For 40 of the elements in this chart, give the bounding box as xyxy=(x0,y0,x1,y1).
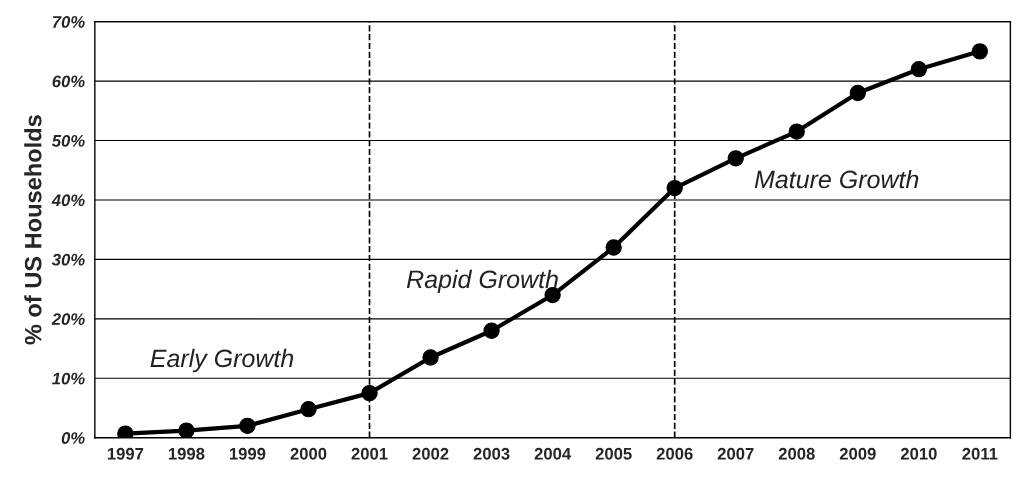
x-tick-label: 2001 xyxy=(351,447,388,460)
point xyxy=(605,239,622,256)
point xyxy=(361,384,378,402)
x-tick-label: 2011 xyxy=(962,447,998,460)
x-tick-label: 2002 xyxy=(412,447,449,460)
y-tick-label: 20% xyxy=(51,313,85,326)
point xyxy=(483,322,500,339)
y-tick-label: 0% xyxy=(61,432,85,444)
point xyxy=(727,150,744,167)
y-tick-label: 50% xyxy=(51,134,85,147)
x-tick-label: 2005 xyxy=(595,447,632,460)
point xyxy=(849,84,866,102)
y-tick-label: 70% xyxy=(52,16,85,28)
x-tick-label: 2009 xyxy=(839,447,876,460)
point xyxy=(666,179,683,197)
annotation: Early Growth xyxy=(150,348,294,373)
point xyxy=(422,349,439,366)
x-tick-label: 1997 xyxy=(107,447,144,460)
point xyxy=(178,422,195,438)
y-tick-label: 10% xyxy=(52,372,85,385)
x-tick-label: 2010 xyxy=(900,447,937,460)
y-tick-label: 40% xyxy=(51,194,85,207)
x-tick-label: 2007 xyxy=(717,447,754,460)
x-tick-label: 2004 xyxy=(534,447,572,460)
x-tick-label: 1998 xyxy=(168,447,205,460)
y-axis-title: % of US Households xyxy=(24,115,42,345)
x-tick-label: 2000 xyxy=(290,447,327,460)
annotation: Mature Growth xyxy=(754,169,919,189)
x-tick-label: 2006 xyxy=(656,447,693,460)
point xyxy=(239,417,256,434)
point xyxy=(788,123,805,140)
point xyxy=(910,61,927,78)
x-tick-label: 2008 xyxy=(778,447,815,460)
point xyxy=(300,401,317,418)
point xyxy=(971,43,989,60)
x-tick-label: 2003 xyxy=(473,447,510,460)
x-tick-label: 1999 xyxy=(229,447,266,460)
y-tick-label: 30% xyxy=(51,253,85,266)
y-tick-label: 60% xyxy=(52,75,85,88)
annotation: Rapid Growth xyxy=(406,269,558,294)
